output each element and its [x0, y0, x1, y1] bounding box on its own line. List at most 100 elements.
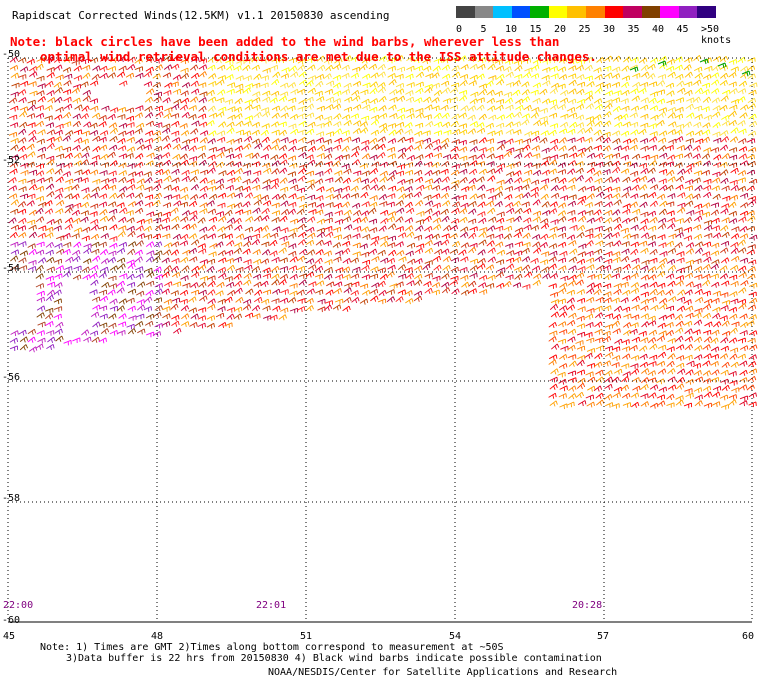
- wind-barb: [163, 112, 172, 119]
- wind-barb: [596, 265, 605, 272]
- wind-barb: [748, 291, 757, 298]
- wind-barb: [305, 298, 314, 305]
- wind-barb: [181, 97, 190, 104]
- wind-barb: [514, 153, 523, 160]
- wind-barb: [602, 360, 612, 367]
- wind-barb: [143, 81, 153, 88]
- wind-barb: [683, 235, 692, 241]
- wind-barb: [188, 156, 198, 162]
- wind-barb: [126, 225, 135, 232]
- wind-barb: [478, 83, 488, 90]
- wind-barb: [199, 259, 208, 265]
- wind-barb: [630, 56, 639, 63]
- wind-barb: [548, 99, 557, 105]
- wind-barb: [632, 385, 641, 392]
- wind-barb: [181, 111, 190, 119]
- wind-barb: [738, 146, 748, 153]
- wind-barb: [388, 104, 397, 111]
- wind-barb: [712, 56, 722, 63]
- wind-barb: [593, 170, 602, 177]
- wind-barb: [19, 121, 28, 129]
- wind-barb: [639, 345, 648, 352]
- wind-barb: [163, 89, 172, 96]
- wind-barb: [44, 208, 54, 215]
- wind-barb: [667, 176, 676, 183]
- wind-barb: [26, 143, 35, 150]
- wind-barb: [675, 344, 685, 351]
- wind-barb: [666, 346, 675, 352]
- wind-barb: [99, 295, 109, 302]
- wind-barb: [127, 64, 136, 71]
- wind-barb: [53, 225, 62, 232]
- wind-barb: [549, 201, 558, 208]
- wind-barb: [683, 121, 692, 128]
- wind-barb: [27, 193, 36, 200]
- wind-barb: [741, 70, 751, 77]
- wind-barb: [666, 201, 675, 207]
- wind-barb: [513, 111, 523, 118]
- wind-barb: [749, 344, 758, 351]
- wind-barb: [163, 175, 172, 182]
- wind-barb: [622, 203, 631, 210]
- wind-barb: [530, 130, 540, 137]
- wind-barb: [647, 241, 656, 248]
- wind-barb: [486, 233, 495, 240]
- wind-barb: [648, 361, 657, 367]
- wind-barb: [55, 123, 64, 130]
- wind-barb: [368, 207, 377, 214]
- wind-barb: [377, 249, 386, 256]
- wind-barb: [118, 241, 128, 248]
- wind-barb: [154, 122, 163, 128]
- wind-barb: [665, 322, 674, 328]
- footer-note-2: 3)Data buffer is 22 hrs from 20150830 4)…: [66, 653, 602, 664]
- wind-barb: [243, 143, 252, 150]
- wind-barb: [362, 82, 371, 89]
- wind-barb: [314, 265, 324, 272]
- wind-barb: [197, 322, 206, 329]
- wind-barb: [271, 105, 281, 112]
- wind-barb: [684, 388, 693, 394]
- wind-barb: [270, 144, 280, 151]
- wind-barb: [738, 287, 747, 294]
- wind-barb: [693, 319, 703, 326]
- wind-barb: [17, 89, 27, 96]
- wind-barb: [64, 207, 73, 214]
- wind-barb: [603, 111, 612, 118]
- wind-barb: [341, 114, 351, 121]
- wind-barb: [649, 384, 659, 391]
- wind-barb: [494, 167, 503, 174]
- wind-barb: [558, 74, 568, 81]
- wind-barb: [305, 103, 315, 110]
- wind-barb: [81, 105, 90, 112]
- wind-barb: [315, 131, 325, 137]
- wind-barb: [612, 193, 621, 200]
- wind-barb: [305, 80, 314, 87]
- wind-barb: [260, 107, 270, 113]
- wind-barb: [62, 171, 71, 177]
- wind-barb: [45, 232, 54, 239]
- wind-barb: [703, 402, 713, 409]
- wind-barb: [433, 121, 443, 128]
- wind-barb: [442, 200, 451, 207]
- wind-barb: [170, 249, 180, 256]
- wind-barb: [324, 259, 333, 265]
- wind-barb: [378, 289, 387, 297]
- wind-barb: [145, 280, 155, 287]
- wind-barb: [728, 147, 738, 153]
- wind-barb: [613, 305, 623, 312]
- wind-barb: [109, 127, 119, 134]
- wind-barb: [550, 185, 559, 192]
- wind-barb: [26, 58, 35, 65]
- wind-barb: [567, 336, 576, 343]
- wind-barb: [578, 243, 587, 250]
- wind-barb: [287, 297, 297, 304]
- wind-barb: [361, 265, 370, 272]
- wind-barb: [459, 176, 468, 184]
- wind-barb: [549, 65, 558, 72]
- wind-barb: [431, 233, 440, 240]
- wind-barb: [119, 273, 128, 279]
- wind-barb: [91, 336, 100, 343]
- wind-barb: [629, 345, 638, 351]
- wind-barb: [162, 97, 171, 104]
- wind-barb: [172, 88, 181, 95]
